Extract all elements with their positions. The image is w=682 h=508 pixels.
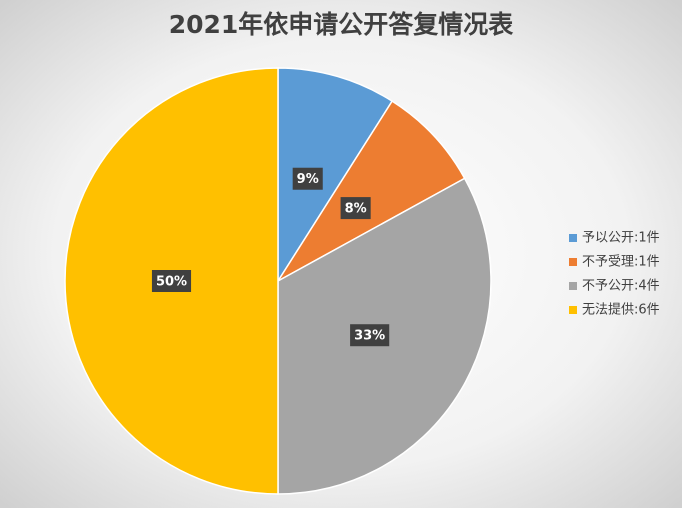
data-label-text: 33%	[354, 329, 385, 344]
data-label: 33%	[350, 324, 390, 347]
data-label-text: 50%	[156, 275, 187, 290]
data-label-box	[350, 324, 390, 347]
data-label-text: 8%	[345, 202, 367, 217]
legend-swatch	[569, 258, 577, 266]
legend-label: 不予公开:4件	[582, 279, 660, 294]
legend-swatch	[569, 306, 577, 314]
data-label-text: 9%	[297, 172, 319, 187]
pie-slice	[277, 100, 466, 282]
legend-swatch	[569, 282, 577, 290]
pie-slice	[277, 67, 394, 284]
data-label-box	[340, 197, 371, 220]
data-label: 9%	[292, 167, 323, 190]
legend-label: 予以公开:1件	[582, 231, 660, 246]
data-label: 50%	[151, 270, 192, 292]
data-label-box	[151, 270, 192, 292]
data-label: 8%	[340, 197, 371, 220]
data-label-box	[292, 167, 323, 190]
legend-label: 无法提供:6件	[582, 302, 660, 318]
legend-label: 不予受理:1件	[582, 255, 660, 270]
chart-title: 2021年依申请公开答复情况表	[169, 10, 515, 39]
legend-swatch	[569, 234, 577, 242]
